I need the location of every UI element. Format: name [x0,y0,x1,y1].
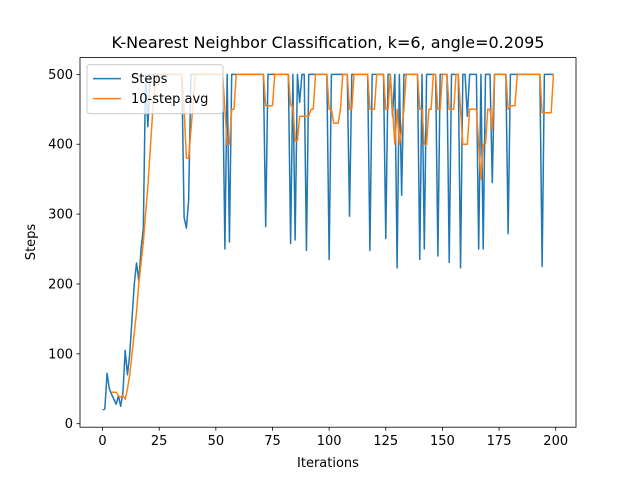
y-tick-label: 300 [48,208,73,223]
x-tick-label: 25 [151,434,168,449]
x-tick-label: 125 [373,434,398,449]
y-axis-label: Steps [24,224,39,261]
legend-label: Steps [131,72,168,87]
y-tick-label: 200 [48,277,73,292]
legend-box [86,64,224,115]
plot-frame [79,57,577,428]
x-tick-label: 50 [208,434,225,449]
x-tick-label: 75 [264,434,281,449]
line-series [111,73,555,400]
x-tick-label: 200 [543,434,568,449]
legend: Steps 10-step avg [86,64,224,115]
legend-label: 10-step avg [131,92,208,107]
chart-title: K-Nearest Neighbor Classification, k=6, … [112,33,545,52]
y-tick-label: 100 [48,347,73,362]
x-tick-label: 150 [430,434,455,449]
y-tick-label: 400 [48,138,73,153]
x-tick-label: 175 [487,434,512,449]
y-tick-label: 500 [48,68,73,83]
x-axis-label: Iterations [297,456,359,471]
x-tick-label: 0 [98,434,106,449]
x-tick-label: 100 [317,434,342,449]
y-tick-label: 0 [65,417,73,432]
